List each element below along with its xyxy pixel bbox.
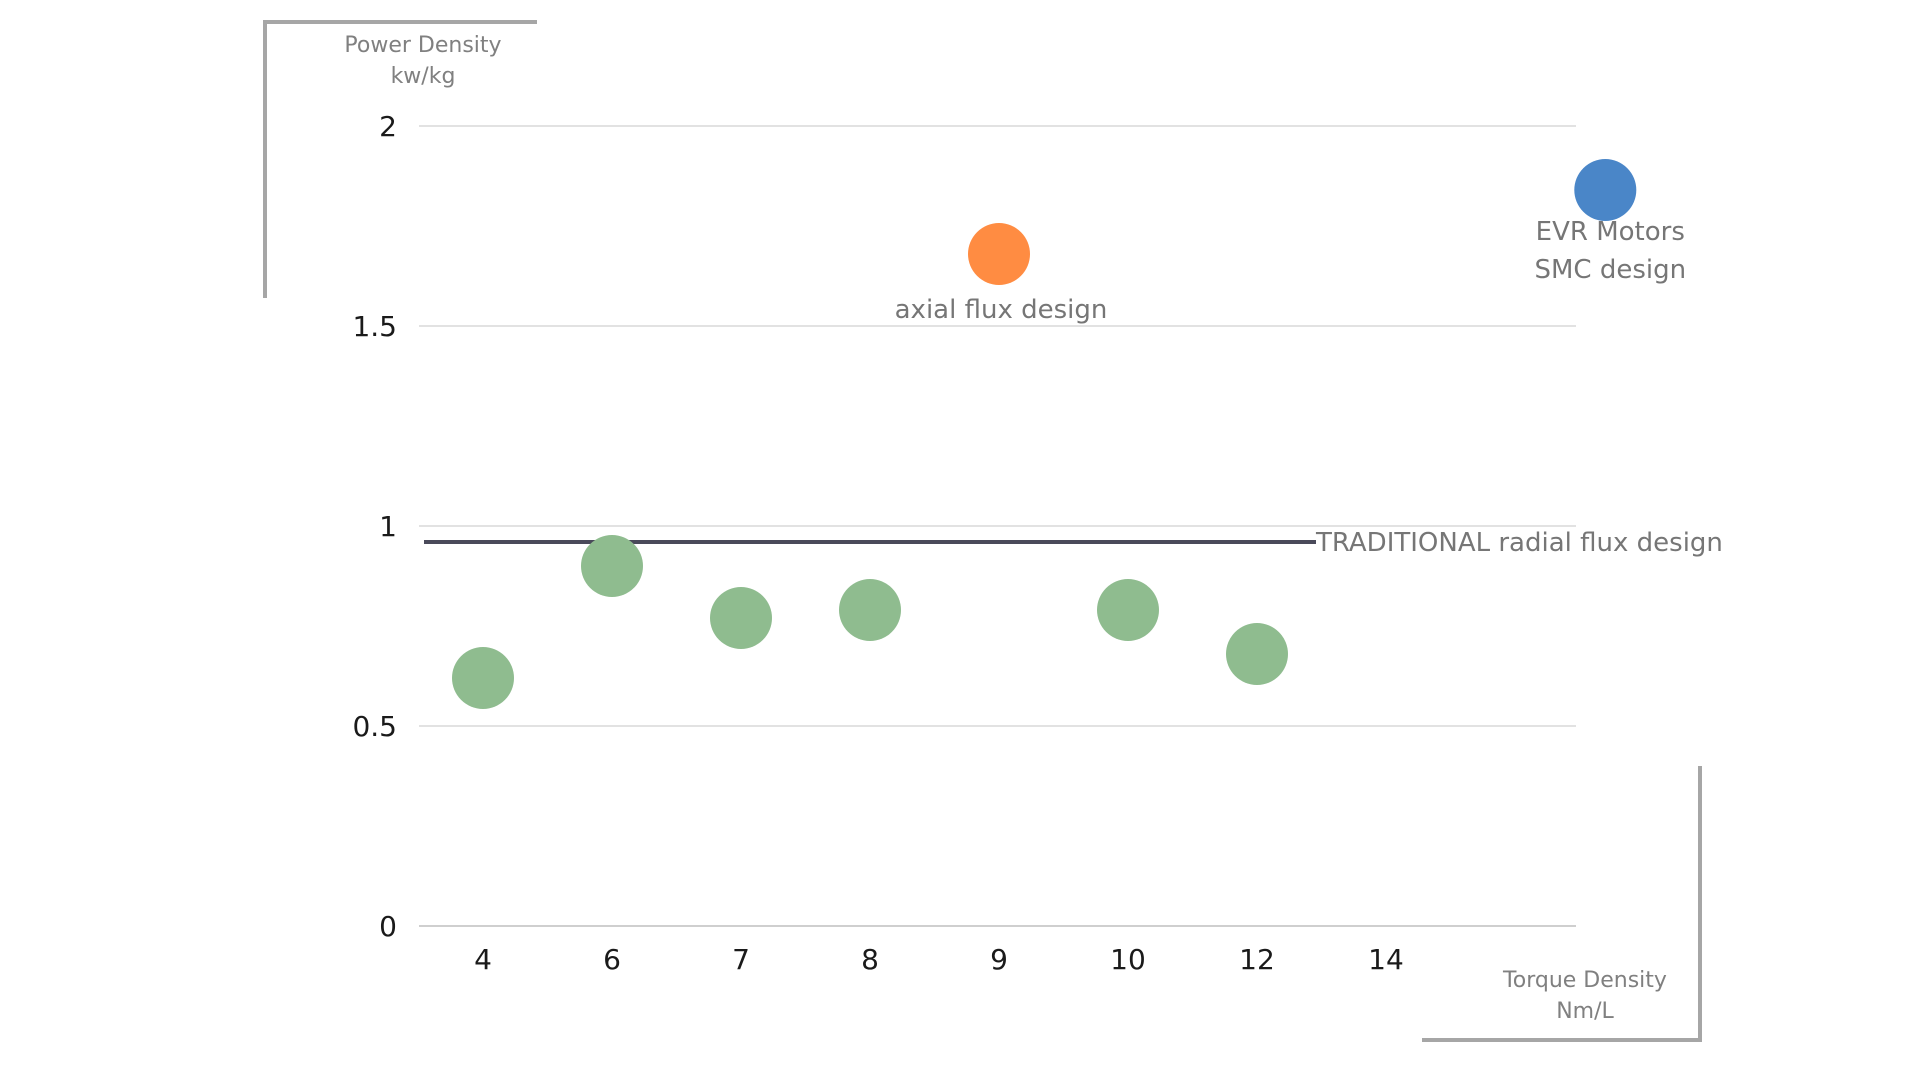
- y-tick-label: 2: [379, 110, 397, 143]
- data-point: [1226, 623, 1288, 685]
- data-point: [581, 535, 643, 597]
- y-tick-label: 0: [379, 910, 397, 943]
- reference-line-group: TRADITIONAL radial flux design: [424, 528, 1723, 558]
- x-tick-label: 6: [603, 943, 621, 976]
- y-tick-label: 1: [379, 510, 397, 543]
- y-tick-label: 1.5: [352, 310, 397, 343]
- point-annotations: axial flux design EVR Motors SMC design: [895, 217, 1686, 325]
- data-point: [452, 647, 514, 709]
- data-point: [839, 579, 901, 641]
- x-tick-label: 4: [474, 943, 492, 976]
- x-axis-title-line-2: Nm/L: [1556, 999, 1614, 1024]
- data-points: [452, 159, 1637, 709]
- data-point: [710, 587, 772, 649]
- corner-frames: [263, 20, 1702, 1042]
- x-tick-label: 14: [1368, 943, 1404, 976]
- point-annotation: EVR Motors: [1536, 217, 1685, 247]
- data-point: [1097, 579, 1159, 641]
- y-axis-title: Power Density kw/kg: [328, 30, 518, 92]
- x-tick-label: 8: [861, 943, 879, 976]
- gridlines: [419, 125, 1576, 927]
- top-left-corner-bracket: [263, 20, 537, 298]
- x-tick-label: 12: [1239, 943, 1275, 976]
- x-tick-label: 10: [1110, 943, 1146, 976]
- data-point: [1574, 159, 1637, 221]
- x-tick-labels: 4 6 7 8 9 10 12 14: [474, 943, 1404, 976]
- y-tick-labels: 0 0.5 1 1.5 2: [352, 110, 397, 943]
- x-axis-title: Torque Density Nm/L: [1490, 965, 1680, 1027]
- y-tick-label: 0.5: [352, 710, 397, 743]
- y-axis-title-line-2: kw/kg: [390, 64, 456, 89]
- bottom-right-corner-bracket: [1422, 766, 1702, 1042]
- reference-line-label: TRADITIONAL radial flux design: [1315, 528, 1723, 558]
- point-annotation: axial flux design: [895, 295, 1108, 325]
- y-axis-title-line-1: Power Density: [344, 33, 502, 58]
- x-tick-label: 7: [732, 943, 750, 976]
- data-point: [968, 223, 1030, 285]
- point-annotation: SMC design: [1534, 255, 1686, 285]
- x-axis-title-line-1: Torque Density: [1503, 968, 1667, 993]
- x-tick-label: 9: [990, 943, 1008, 976]
